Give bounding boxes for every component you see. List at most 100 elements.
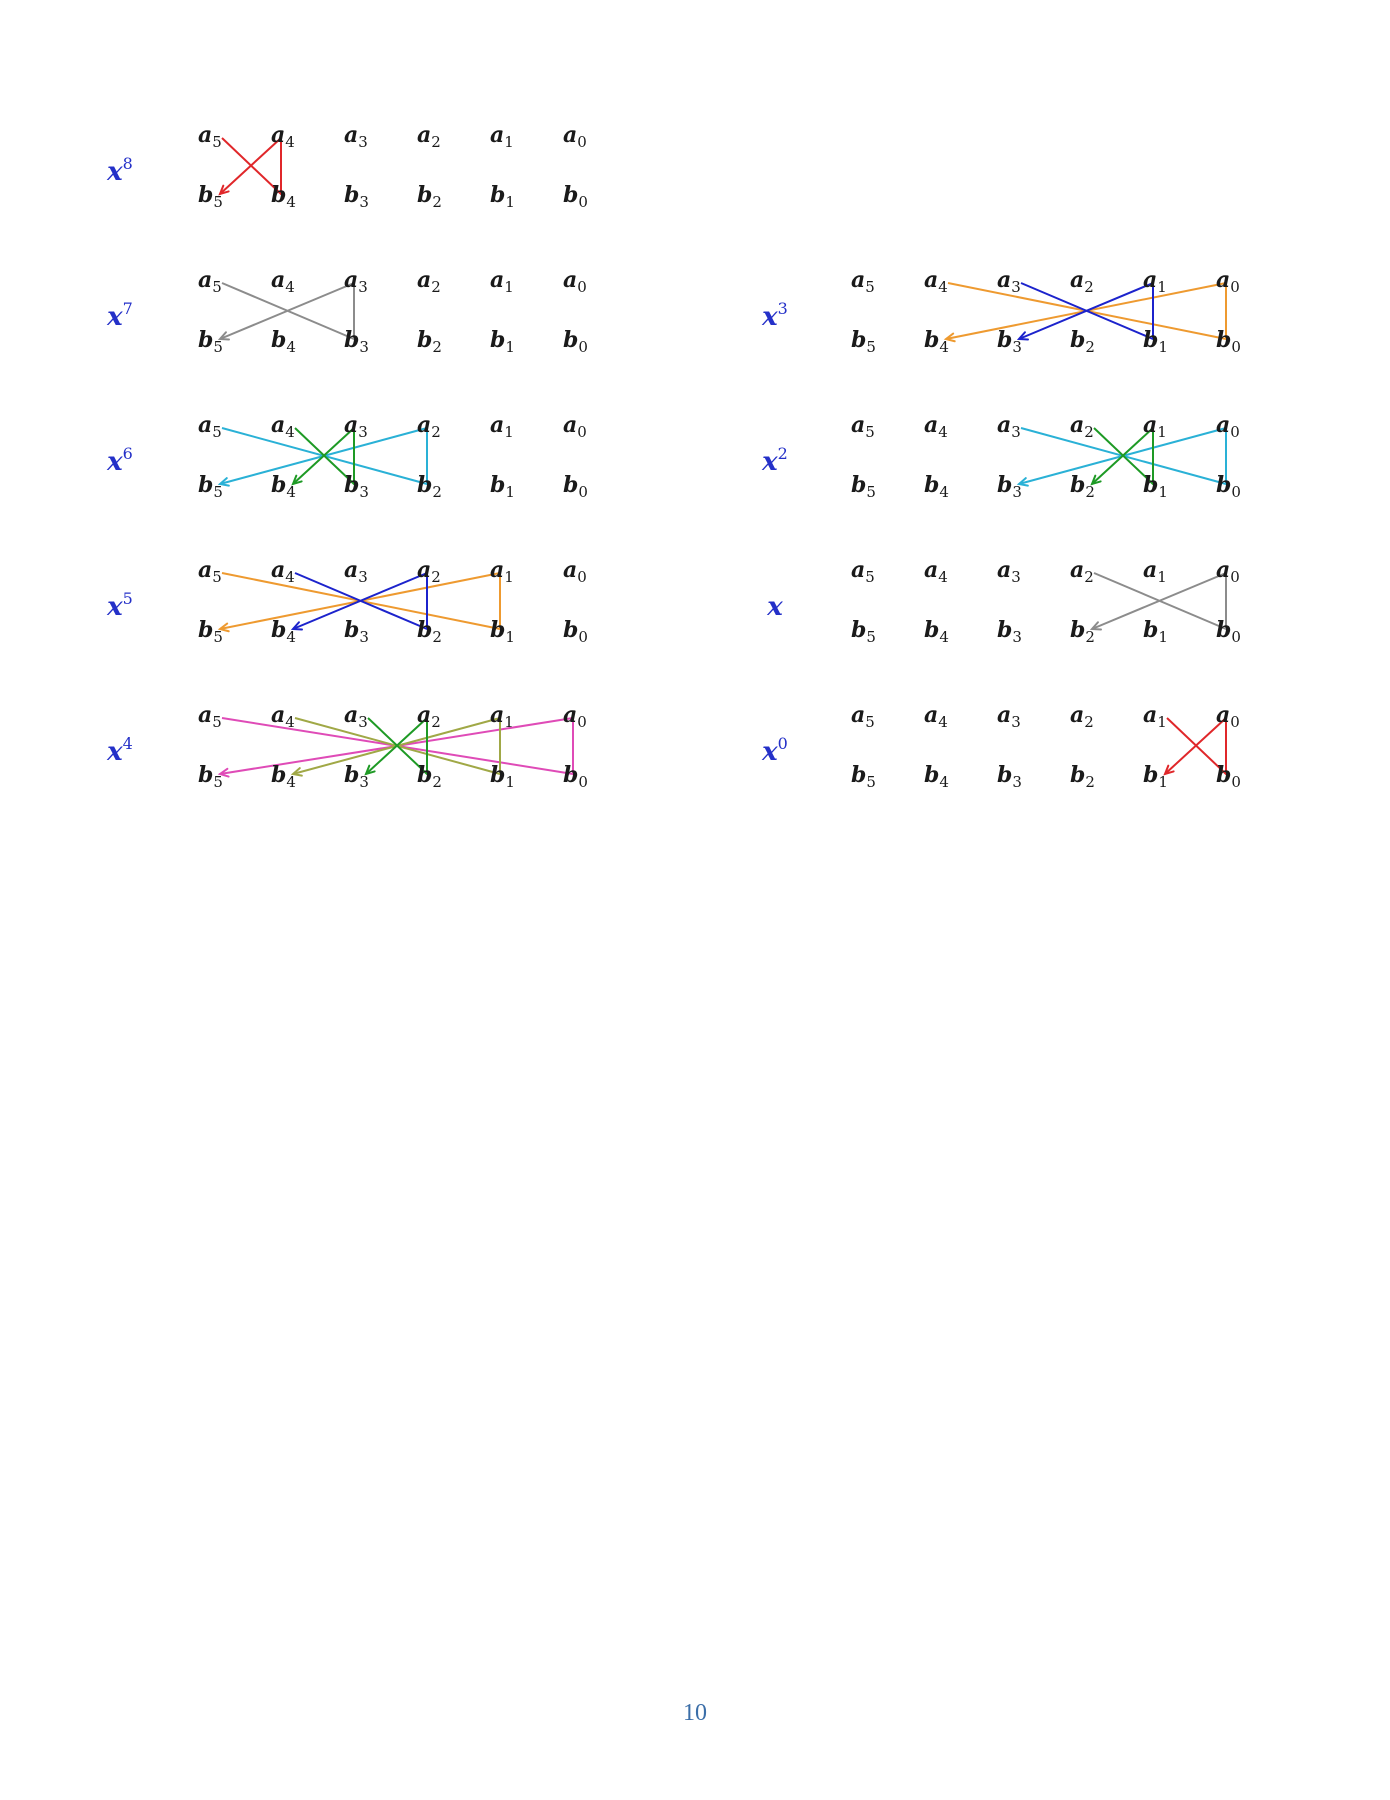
- x3-a1-label: a1: [1143, 267, 1167, 296]
- diagram-x0: x0 a5 a4 a3 a2 a1 a0 b5 b4 b3 b2 b1 b0: [761, 702, 1241, 791]
- diagram-x7: x7 a5 a4 a3 a2 a1 a0 b5 b4 b3 b2 b1 b0: [106, 267, 588, 356]
- path-x7-0-arrowhead: [217, 331, 230, 341]
- power-label-x1: x: [766, 592, 783, 622]
- x3-b2-label: b2: [1070, 327, 1095, 356]
- x8-a2-label: a2: [417, 122, 441, 151]
- diagram-x2: x2 a5 a4 a3 a2 a1 a0 b5 b4 b3 b2 b1 b0: [761, 412, 1241, 501]
- x1-b0-label: b0: [1216, 617, 1241, 646]
- x3-b3-label: b3: [997, 327, 1022, 356]
- x5-b4-label: b4: [271, 617, 296, 646]
- x4-a5-label: a5: [198, 702, 222, 731]
- x8-b2-label: b2: [417, 182, 442, 211]
- path-x6-1: [292, 427, 355, 485]
- x1-b3-label: b3: [997, 617, 1022, 646]
- x8-a4-label: a4: [271, 122, 295, 151]
- x0-a0-label: a0: [1216, 702, 1240, 731]
- diagram-x8: x8 a5 a4 a3 a2 a1 a0 b5 b4 b3 b2 b1 b0: [106, 122, 588, 211]
- x2-b2-label: b2: [1070, 472, 1095, 501]
- x8-b0-label: b0: [563, 182, 588, 211]
- path-x6-0-arrowhead: [217, 477, 230, 487]
- x1-a0-label: a0: [1216, 557, 1240, 586]
- x4-b5-label: b5: [198, 762, 223, 791]
- path-x1-0-arrowhead: [1089, 621, 1102, 631]
- x8-b3-label: b3: [344, 182, 369, 211]
- x6-b4-label: b4: [271, 472, 296, 501]
- x7-b2-label: b2: [417, 327, 442, 356]
- x5-a1-label: a1: [490, 557, 514, 586]
- x1-a1-label: a1: [1143, 557, 1167, 586]
- x3-a3-label: a3: [997, 267, 1021, 296]
- x8-a0-label: a0: [563, 122, 587, 151]
- path-x7-0: [219, 282, 355, 340]
- path-x6-1-arrowhead: [291, 474, 303, 486]
- diagram-x5: x5 a5 a4 a3 a2 a1 a0 b5 b4 b3 b2 b1 b0: [106, 557, 588, 646]
- x4-b0-label: b0: [563, 762, 588, 791]
- x7-b0-label: b0: [563, 327, 588, 356]
- x2-a3-label: a3: [997, 412, 1021, 441]
- x3-a4-label: a4: [924, 267, 948, 296]
- x7-a4-label: a4: [271, 267, 295, 296]
- path-x8-0-arrowhead: [218, 184, 230, 196]
- x6-a0-label: a0: [563, 412, 587, 441]
- x2-b5-label: b5: [851, 472, 876, 501]
- x0-a4-label: a4: [924, 702, 948, 731]
- x6-b2-label: b2: [417, 472, 442, 501]
- x1-b1-label: b1: [1143, 617, 1168, 646]
- power-label-x2: x2: [761, 444, 788, 477]
- x6-a4-label: a4: [271, 412, 295, 441]
- x0-b5-label: b5: [851, 762, 876, 791]
- x7-b1-label: b1: [490, 327, 515, 356]
- x5-a3-label: a3: [344, 557, 368, 586]
- x4-b1-label: b1: [490, 762, 515, 791]
- x7-a1-label: a1: [490, 267, 514, 296]
- x7-b4-label: b4: [271, 327, 296, 356]
- path-x3-0-arrowhead: [943, 332, 956, 343]
- path-x3-1: [1018, 282, 1154, 340]
- x7-a3-label: a3: [344, 267, 368, 296]
- x6-a1-label: a1: [490, 412, 514, 441]
- x3-a2-label: a2: [1070, 267, 1094, 296]
- page-number: 10: [683, 1700, 707, 1726]
- x2-a0-label: a0: [1216, 412, 1240, 441]
- x7-a5-label: a5: [198, 267, 222, 296]
- x8-b5-label: b5: [198, 182, 223, 211]
- x5-a5-label: a5: [198, 557, 222, 586]
- path-x4-0-arrowhead: [217, 767, 230, 778]
- x1-a5-label: a5: [851, 557, 875, 586]
- x2-b0-label: b0: [1216, 472, 1241, 501]
- x3-a0-label: a0: [1216, 267, 1240, 296]
- x5-b3-label: b3: [344, 617, 369, 646]
- x4-b4-label: b4: [271, 762, 296, 791]
- x4-b2-label: b2: [417, 762, 442, 791]
- power-label-x3: x3: [761, 299, 788, 332]
- x6-a5-label: a5: [198, 412, 222, 441]
- x2-a5-label: a5: [851, 412, 875, 441]
- x5-b5-label: b5: [198, 617, 223, 646]
- x0-a5-label: a5: [851, 702, 875, 731]
- x0-b3-label: b3: [997, 762, 1022, 791]
- x1-a4-label: a4: [924, 557, 948, 586]
- path-x0-0-arrowhead: [1163, 764, 1175, 776]
- x7-b5-label: b5: [198, 327, 223, 356]
- x6-b0-label: b0: [563, 472, 588, 501]
- x0-a3-label: a3: [997, 702, 1021, 731]
- diagram-x4: x4 a5 a4 a3 a2 a1 a0 b5 b4 b3 b2 b1 b0: [106, 702, 588, 791]
- x6-b5-label: b5: [198, 472, 223, 501]
- x6-b3-label: b3: [344, 472, 369, 501]
- power-label-x7: x7: [106, 299, 133, 332]
- x2-b1-label: b1: [1143, 472, 1168, 501]
- x2-b4-label: b4: [924, 472, 949, 501]
- x5-b0-label: b0: [563, 617, 588, 646]
- x2-a4-label: a4: [924, 412, 948, 441]
- path-x4-2-arrowhead: [364, 764, 376, 776]
- diagram-x6: x6 a5 a4 a3 a2 a1 a0 b5 b4 b3 b2 b1 b0: [106, 412, 588, 501]
- x8-b1-label: b1: [490, 182, 515, 211]
- x3-b0-label: b0: [1216, 327, 1241, 356]
- x7-b3-label: b3: [344, 327, 369, 356]
- path-x2-1-arrowhead: [1090, 474, 1102, 486]
- power-label-x5: x5: [106, 589, 133, 622]
- path-x2-0-arrowhead: [1016, 477, 1029, 487]
- diagram-x1: x a5 a4 a3 a2 a1 a0 b5 b4 b3 b2 b1 b0: [766, 557, 1241, 646]
- x0-a1-label: a1: [1143, 702, 1167, 731]
